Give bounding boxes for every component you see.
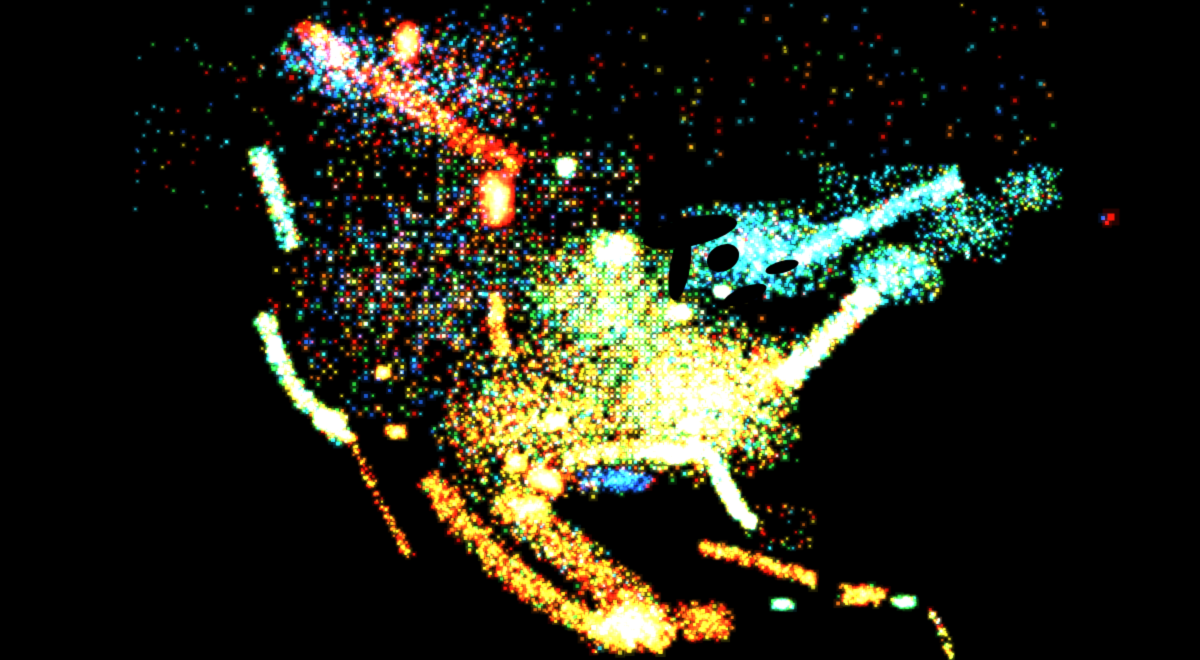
night-lights-map xyxy=(0,0,1200,660)
north-america-dot-map-canvas xyxy=(0,0,1200,660)
